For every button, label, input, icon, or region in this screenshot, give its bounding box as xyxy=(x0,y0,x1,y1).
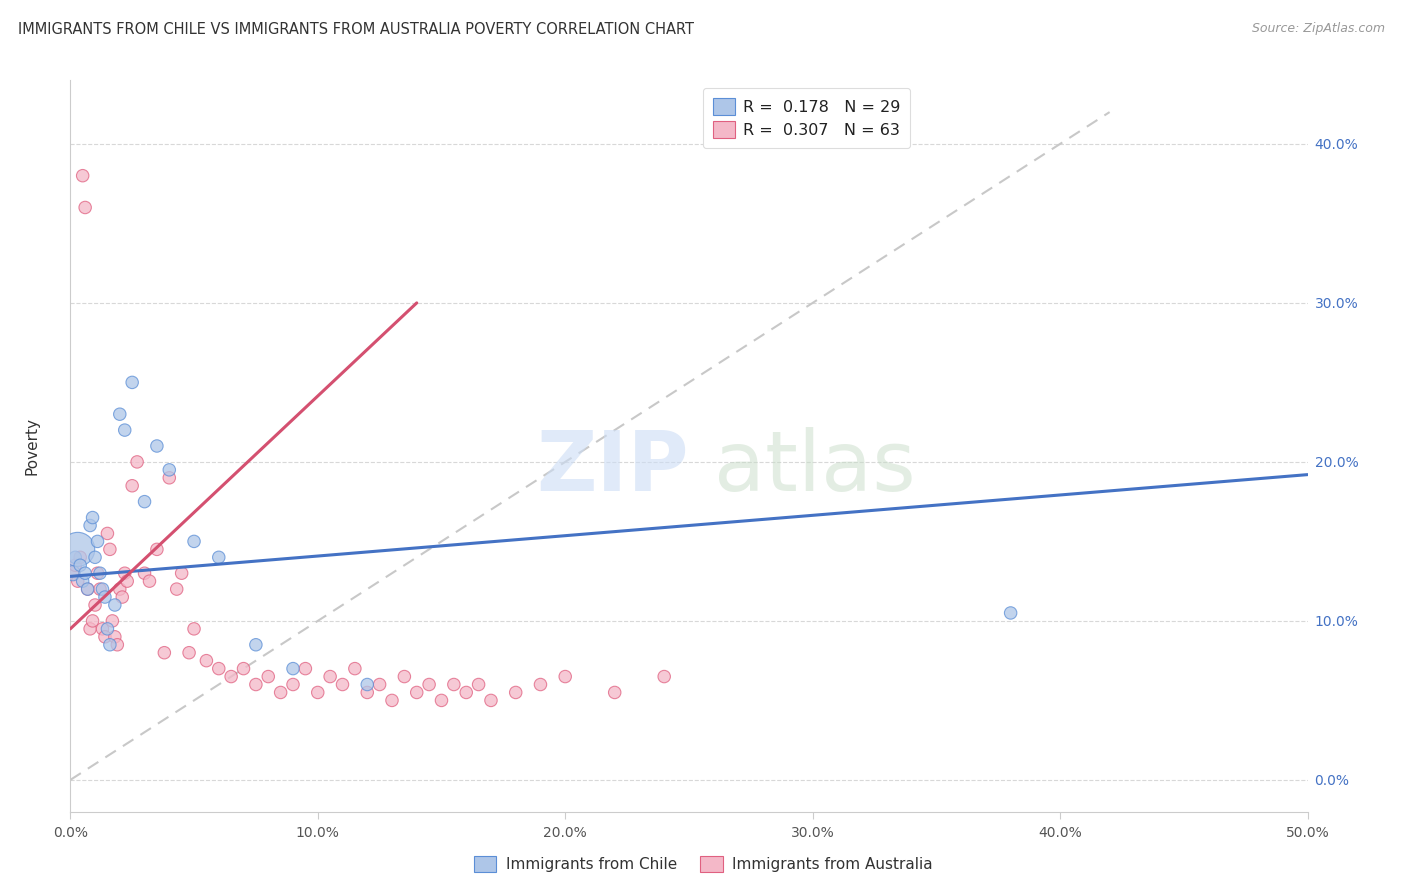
Point xyxy=(104,630,127,644)
Point xyxy=(554,669,576,683)
Y-axis label: Poverty: Poverty xyxy=(24,417,39,475)
Point xyxy=(208,550,231,565)
Point xyxy=(177,646,200,660)
Point xyxy=(245,638,267,652)
Point xyxy=(69,550,91,565)
Point xyxy=(115,574,138,589)
Point xyxy=(96,526,118,541)
Point xyxy=(66,574,89,589)
Point xyxy=(529,677,551,691)
Point xyxy=(170,566,193,581)
Point xyxy=(82,614,104,628)
Point xyxy=(418,677,440,691)
Point xyxy=(146,542,169,557)
Legend: R =  0.178   N = 29, R =  0.307   N = 63: R = 0.178 N = 29, R = 0.307 N = 63 xyxy=(703,88,910,148)
Point xyxy=(98,542,121,557)
Legend: Immigrants from Chile, Immigrants from Australia: Immigrants from Chile, Immigrants from A… xyxy=(465,848,941,880)
Point xyxy=(456,685,478,699)
Point xyxy=(62,566,84,581)
Point xyxy=(332,677,354,691)
Point xyxy=(76,582,98,596)
Point xyxy=(281,662,304,676)
Point xyxy=(86,534,108,549)
Point xyxy=(91,582,114,596)
Point xyxy=(94,590,117,604)
Point xyxy=(603,685,626,699)
Point xyxy=(105,638,128,652)
Point xyxy=(257,669,280,683)
Point xyxy=(104,598,127,612)
Text: ZIP: ZIP xyxy=(537,427,689,508)
Text: Source: ZipAtlas.com: Source: ZipAtlas.com xyxy=(1251,22,1385,36)
Point xyxy=(356,677,378,691)
Point xyxy=(101,614,124,628)
Point xyxy=(294,662,316,676)
Point xyxy=(72,574,94,589)
Point xyxy=(65,550,87,565)
Point xyxy=(82,510,104,524)
Point xyxy=(66,542,89,557)
Point xyxy=(157,463,180,477)
Point xyxy=(91,622,114,636)
Point xyxy=(94,630,117,644)
Point xyxy=(111,590,134,604)
Point xyxy=(89,566,111,581)
Point xyxy=(245,677,267,691)
Point xyxy=(138,574,160,589)
Point xyxy=(219,669,242,683)
Point xyxy=(134,566,156,581)
Point xyxy=(121,376,143,390)
Point xyxy=(84,598,107,612)
Point xyxy=(166,582,188,596)
Point xyxy=(96,622,118,636)
Point xyxy=(76,582,98,596)
Point xyxy=(84,550,107,565)
Point xyxy=(356,685,378,699)
Point xyxy=(86,566,108,581)
Point xyxy=(270,685,292,699)
Point xyxy=(108,582,131,596)
Point xyxy=(79,518,101,533)
Point xyxy=(1000,606,1022,620)
Point xyxy=(183,534,205,549)
Text: atlas: atlas xyxy=(714,427,915,508)
Point xyxy=(121,479,143,493)
Point xyxy=(443,677,465,691)
Text: IMMIGRANTS FROM CHILE VS IMMIGRANTS FROM AUSTRALIA POVERTY CORRELATION CHART: IMMIGRANTS FROM CHILE VS IMMIGRANTS FROM… xyxy=(18,22,695,37)
Point xyxy=(430,693,453,707)
Point xyxy=(114,566,136,581)
Point xyxy=(319,669,342,683)
Point xyxy=(75,566,97,581)
Point xyxy=(134,494,156,508)
Point xyxy=(307,685,329,699)
Point xyxy=(183,622,205,636)
Point xyxy=(652,669,675,683)
Point xyxy=(368,677,391,691)
Point xyxy=(208,662,231,676)
Point xyxy=(505,685,527,699)
Point xyxy=(405,685,427,699)
Point xyxy=(343,662,366,676)
Point xyxy=(281,677,304,691)
Point xyxy=(75,201,97,215)
Point xyxy=(89,582,111,596)
Point xyxy=(232,662,254,676)
Point xyxy=(394,669,416,683)
Point xyxy=(114,423,136,437)
Point xyxy=(72,169,94,183)
Point xyxy=(127,455,149,469)
Point xyxy=(79,622,101,636)
Point xyxy=(381,693,404,707)
Point xyxy=(153,646,176,660)
Point xyxy=(108,407,131,421)
Point xyxy=(69,558,91,573)
Point xyxy=(467,677,489,691)
Point xyxy=(62,566,84,581)
Point xyxy=(195,654,218,668)
Point xyxy=(157,471,180,485)
Point xyxy=(65,558,87,573)
Point xyxy=(98,638,121,652)
Point xyxy=(479,693,502,707)
Point xyxy=(146,439,169,453)
